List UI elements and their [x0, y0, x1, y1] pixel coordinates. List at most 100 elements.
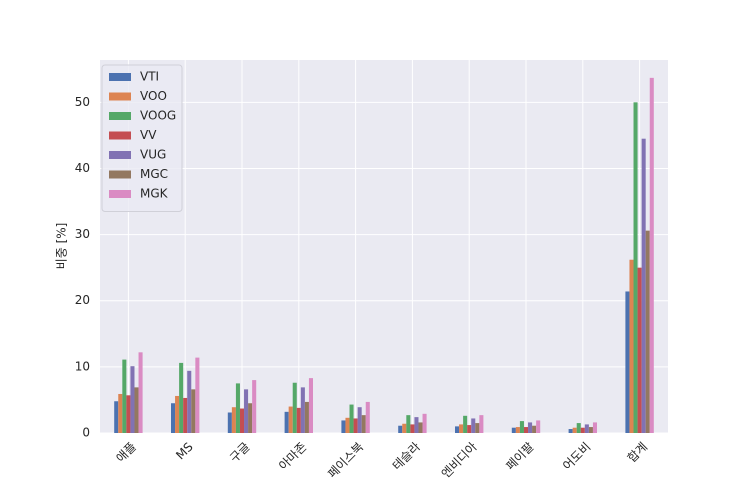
bar	[625, 291, 630, 433]
bar	[633, 102, 638, 434]
bar	[239, 408, 245, 433]
bar	[592, 422, 597, 433]
bar	[183, 397, 188, 433]
bar	[191, 389, 196, 433]
bar	[475, 423, 480, 433]
bar	[515, 427, 520, 433]
bar	[414, 417, 419, 433]
legend-swatch	[109, 151, 131, 159]
bar	[292, 382, 297, 433]
legend-label: VTI	[140, 70, 159, 84]
bar	[175, 395, 180, 433]
bar	[536, 420, 541, 433]
bar	[467, 425, 472, 433]
bar	[304, 401, 309, 433]
bar	[532, 425, 537, 433]
bar	[568, 429, 573, 433]
bar	[284, 411, 289, 433]
bar	[418, 422, 423, 433]
y-tick-label: 40	[75, 161, 90, 175]
x-tick-label: 엔비디아	[439, 440, 480, 481]
legend-swatch	[109, 190, 131, 198]
bar	[130, 366, 135, 433]
bar	[345, 417, 350, 433]
bar	[459, 424, 464, 433]
x-tick-label: 합계	[625, 440, 651, 466]
bar	[422, 413, 427, 433]
x-tick-label: 페이스북	[325, 440, 366, 481]
y-tick-label: 30	[75, 227, 90, 241]
bar	[138, 352, 143, 433]
bar	[118, 393, 123, 433]
bar	[528, 422, 533, 433]
y-tick-label: 0	[82, 426, 90, 440]
bar	[471, 418, 476, 433]
bar	[114, 401, 119, 433]
bar	[519, 421, 524, 433]
bar	[576, 423, 581, 433]
bar	[455, 426, 460, 433]
legend-swatch	[109, 131, 131, 140]
bar	[463, 415, 468, 433]
bar	[231, 407, 236, 433]
bar	[244, 389, 249, 433]
bar	[296, 407, 301, 433]
legend-label: VV	[140, 128, 157, 142]
bar	[511, 427, 516, 433]
legend-swatch	[109, 170, 131, 179]
bar	[629, 259, 634, 433]
y-tick-label: 50	[75, 95, 90, 109]
bar	[252, 380, 257, 433]
legend-label: MGC	[140, 167, 168, 181]
bar	[195, 357, 200, 433]
bar	[300, 387, 305, 433]
legend-label: MGK	[140, 187, 169, 201]
bar	[406, 415, 411, 433]
bar	[410, 424, 415, 433]
x-tick-label: 구글	[227, 440, 253, 466]
x-tick-label: 페이팔	[503, 440, 536, 473]
bar	[357, 407, 362, 433]
legend-swatch	[109, 92, 131, 101]
bar	[235, 383, 240, 433]
bar	[179, 362, 184, 433]
x-tick-label: MS	[173, 440, 196, 463]
bar	[122, 359, 127, 433]
x-tick-label: 테슬라	[390, 440, 423, 473]
bar	[126, 395, 131, 433]
x-tick-label: 애플	[113, 440, 139, 466]
bar	[361, 415, 366, 433]
bar	[637, 267, 642, 433]
bar	[341, 420, 346, 433]
bar	[523, 427, 529, 433]
bar	[479, 415, 484, 433]
bar	[248, 403, 253, 433]
bar	[645, 230, 650, 433]
bar	[288, 406, 293, 433]
bar	[187, 370, 192, 433]
bar	[353, 418, 358, 433]
bar	[398, 425, 403, 433]
bar	[402, 423, 407, 433]
bar	[349, 404, 354, 433]
plot-area	[100, 60, 668, 433]
x-tick-label: 아마존	[276, 440, 309, 473]
legend-label: VUG	[140, 148, 166, 162]
bar	[580, 427, 585, 433]
legend-label: VOO	[140, 89, 167, 103]
bar	[308, 378, 313, 433]
bar	[588, 427, 593, 433]
bar	[227, 412, 232, 433]
y-tick-label: 10	[75, 359, 90, 373]
x-tick-label: 어도비	[560, 440, 593, 473]
bar	[641, 138, 646, 433]
y-axis-label: 비중 [%]	[55, 223, 69, 270]
bar	[365, 401, 370, 433]
legend-swatch	[109, 112, 131, 120]
bar	[572, 427, 577, 433]
legend-label: VOOG	[140, 109, 176, 123]
bar	[171, 403, 176, 433]
bar	[134, 387, 139, 433]
bar	[649, 77, 654, 433]
